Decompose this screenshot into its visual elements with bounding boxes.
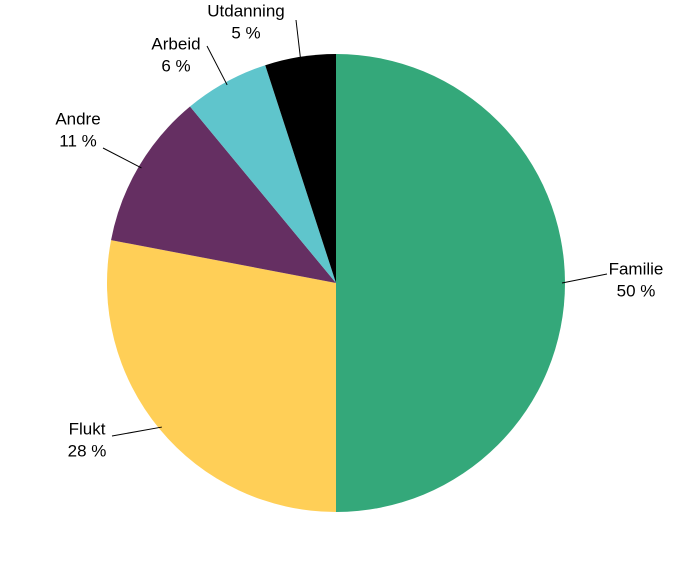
leader-line xyxy=(102,147,142,169)
slice-label: Arbeid xyxy=(151,34,200,53)
slice-label: Andre xyxy=(55,109,100,128)
slice-value-label: 28 % xyxy=(68,441,107,460)
leader-line xyxy=(206,45,228,86)
slice-label: Familie xyxy=(609,259,664,278)
pie-slice xyxy=(265,54,336,283)
slice-value-label: 6 % xyxy=(161,56,190,75)
leader-line xyxy=(111,426,162,437)
leader-line xyxy=(561,273,608,284)
pie-slice xyxy=(107,240,337,513)
slice-label: Utdanning xyxy=(207,1,285,20)
leader-line xyxy=(295,19,302,60)
pie-slice xyxy=(190,65,336,283)
slice-label: Flukt xyxy=(69,419,106,438)
pie-slice xyxy=(336,54,565,512)
slice-value-label: 5 % xyxy=(231,23,260,42)
pie-slice xyxy=(111,106,337,284)
slice-value-label: 11 % xyxy=(59,131,97,150)
slice-value-label: 50 % xyxy=(617,281,656,300)
